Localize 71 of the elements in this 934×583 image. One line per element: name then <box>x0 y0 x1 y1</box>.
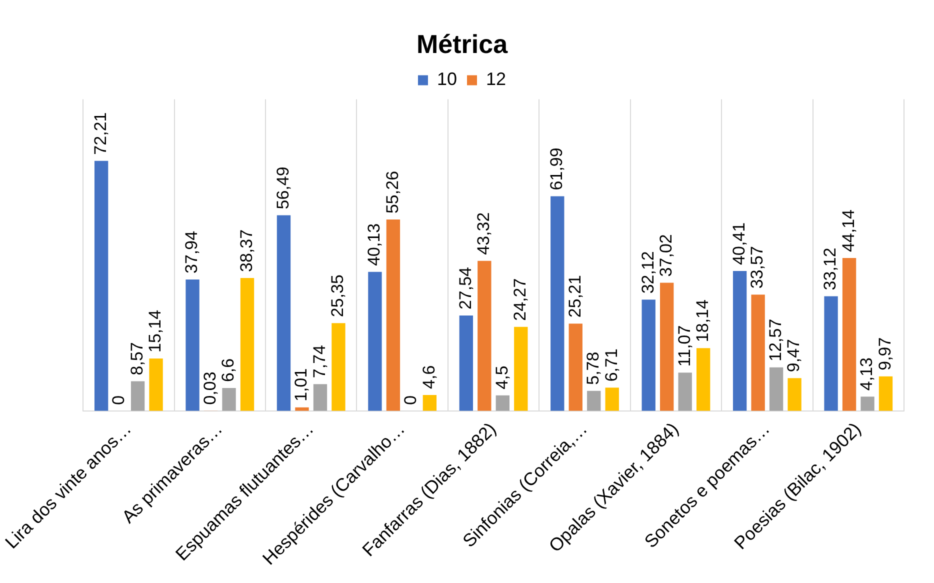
data-label: 44,14 <box>838 209 858 252</box>
data-label: 4,6 <box>419 365 438 389</box>
bar <box>514 326 528 411</box>
data-label: 9,47 <box>784 339 804 372</box>
data-label: 5,78 <box>584 352 603 385</box>
bar <box>422 394 437 411</box>
bar <box>660 282 674 411</box>
data-label: 25,21 <box>565 275 584 318</box>
data-label: 0 <box>109 395 128 405</box>
bar <box>276 215 291 411</box>
data-label: 38,37 <box>236 229 256 272</box>
bar <box>642 300 656 411</box>
data-label: 25,35 <box>328 274 348 318</box>
data-label: 6,6 <box>218 358 238 382</box>
data-label: 15,14 <box>146 310 165 352</box>
data-label: 12,57 <box>766 318 785 362</box>
data-label: 40,41 <box>730 222 748 265</box>
bar <box>860 396 874 411</box>
data-label: 56,49 <box>273 166 292 210</box>
bar <box>550 196 564 411</box>
bar <box>222 388 236 411</box>
data-label: 8,57 <box>127 342 146 376</box>
data-label: 61,99 <box>547 148 566 190</box>
legend-label: 12 <box>486 69 506 90</box>
bar <box>313 384 328 411</box>
bar <box>769 367 784 411</box>
bar <box>587 390 601 411</box>
data-label: 33,12 <box>820 248 840 290</box>
bar <box>605 388 619 411</box>
bar <box>696 348 710 411</box>
data-label: 9,97 <box>875 337 894 370</box>
data-label: 1,01 <box>292 368 311 402</box>
bar <box>496 395 510 411</box>
bar <box>368 272 382 411</box>
data-label: 24,27 <box>510 278 530 321</box>
data-label: 4,13 <box>857 358 876 391</box>
data-label: 55,26 <box>382 170 402 214</box>
data-label: 0,03 <box>200 372 220 405</box>
bar <box>478 260 492 411</box>
bar <box>732 270 747 411</box>
data-label: 27,54 <box>456 266 475 310</box>
bar <box>386 220 400 411</box>
bar <box>240 278 254 411</box>
data-label: 11,07 <box>674 325 694 367</box>
data-label: 40,13 <box>364 223 384 266</box>
data-label: 6,71 <box>602 348 621 382</box>
bar <box>751 294 765 411</box>
bar <box>824 296 838 411</box>
bar <box>94 160 108 411</box>
bar <box>788 378 802 411</box>
data-label: 32,12 <box>638 251 658 294</box>
bar <box>842 258 856 411</box>
data-label: 72,21 <box>91 112 110 155</box>
bar <box>459 316 474 411</box>
data-label: 33,57 <box>748 246 767 289</box>
bar <box>186 280 200 411</box>
data-label: 18,14 <box>693 300 712 342</box>
bar <box>149 358 163 411</box>
data-label: 0 <box>401 395 420 405</box>
data-label: 37,94 <box>182 230 202 274</box>
bar <box>130 381 145 411</box>
data-label: 7,74 <box>310 345 329 378</box>
chart-title: Métrica <box>416 28 508 59</box>
bar <box>678 372 692 411</box>
legend-label: 10 <box>436 69 458 90</box>
data-label: 4,5 <box>492 366 512 390</box>
bar <box>332 323 346 411</box>
data-label: 37,02 <box>656 234 676 277</box>
data-label: 43,32 <box>474 212 494 255</box>
bar <box>568 324 582 411</box>
bar <box>878 376 893 411</box>
